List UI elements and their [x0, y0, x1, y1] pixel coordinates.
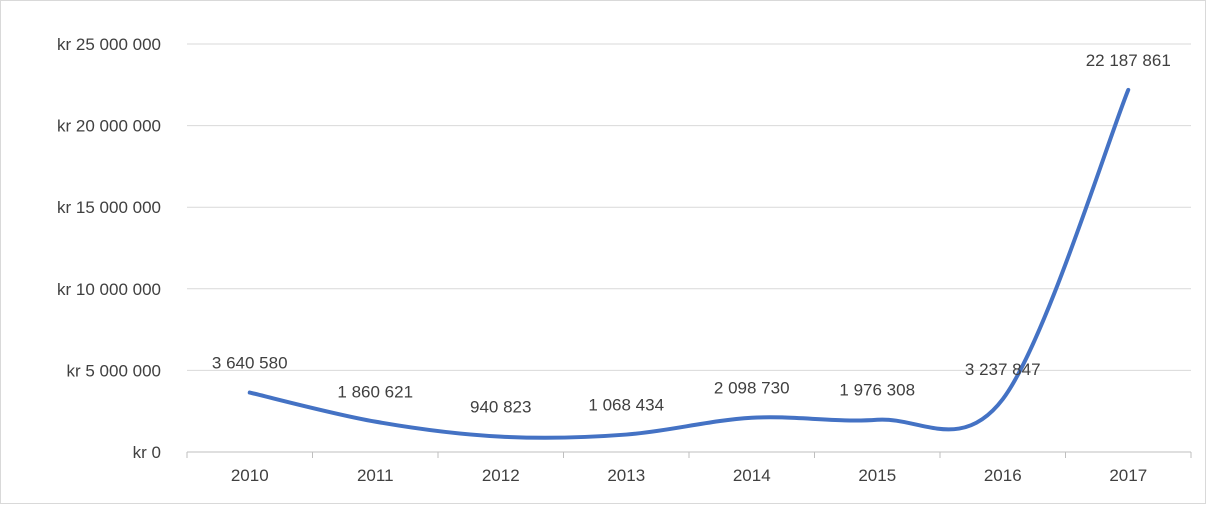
y-tick-label: kr 20 000 000: [57, 117, 161, 136]
y-tick-label: kr 0: [133, 443, 161, 462]
series-line-group: [247, 87, 1131, 440]
data-label: 1 976 308: [839, 381, 915, 400]
data-label: 1 068 434: [588, 396, 664, 415]
data-label: 3 640 580: [212, 354, 288, 373]
data-label: 1 860 621: [337, 383, 413, 402]
y-tick-label: kr 25 000 000: [57, 35, 161, 54]
x-tick-label: 2010: [231, 466, 269, 485]
y-tick-label: kr 5 000 000: [66, 361, 161, 380]
data-label: 3 237 847: [965, 360, 1041, 379]
x-tick-label: 2011: [357, 466, 394, 485]
data-label: 22 187 861: [1086, 51, 1171, 70]
x-tick-label: 2014: [733, 466, 771, 485]
data-label: 940 823: [470, 398, 531, 417]
data-label: 2 098 730: [714, 379, 790, 398]
x-tick-label: 2017: [1109, 466, 1147, 485]
data-labels: 3 640 580 1 860 621 940 823 1 068 434 2 098 …: [212, 51, 1171, 417]
y-tick-label: kr 10 000 000: [57, 280, 161, 299]
y-tick-label: kr 15 000 000: [57, 198, 161, 217]
gridlines: [186, 43, 1192, 458]
y-axis-tick-labels: kr 0 kr 5 000 000 kr 10 000 000 kr 15 000 0…: [57, 35, 161, 462]
x-tick-label: 2016: [984, 466, 1022, 485]
x-tick-label: 2012: [482, 466, 520, 485]
series-line: [247, 87, 1131, 440]
x-axis-tick-labels: 2010 2011 2012 2013 2014 2015 2016 2017: [231, 466, 1147, 485]
x-tick-label: 2015: [858, 466, 896, 485]
x-tick-label: 2013: [607, 466, 645, 485]
